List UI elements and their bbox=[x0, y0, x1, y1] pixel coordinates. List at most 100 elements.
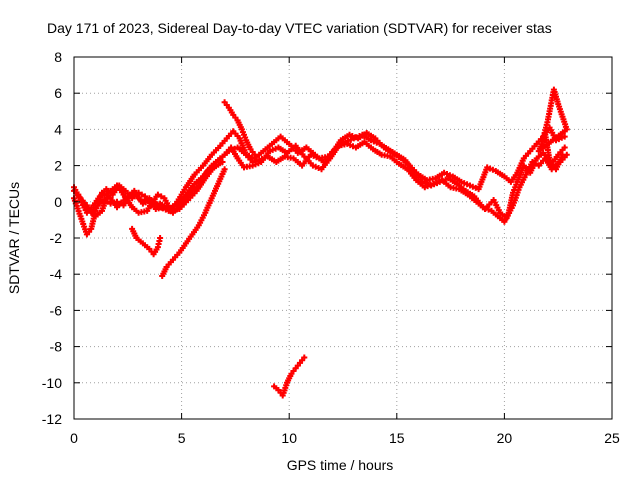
data-point bbox=[423, 185, 427, 189]
data-point bbox=[244, 138, 248, 142]
y-tick-label: 4 bbox=[54, 121, 62, 137]
data-point bbox=[197, 223, 201, 227]
data-point bbox=[320, 167, 323, 171]
data-point bbox=[459, 180, 463, 184]
data-markers bbox=[129, 225, 164, 258]
data-point bbox=[268, 149, 272, 153]
data-point bbox=[289, 372, 293, 376]
data-point bbox=[371, 147, 375, 151]
data-point bbox=[530, 160, 534, 164]
data-series-trace-2 bbox=[71, 124, 568, 216]
data-point bbox=[227, 106, 231, 110]
data-point bbox=[556, 153, 560, 157]
data-point bbox=[210, 153, 214, 157]
data-point bbox=[212, 165, 216, 169]
data-point bbox=[515, 180, 519, 184]
data-point bbox=[229, 146, 233, 149]
data-point bbox=[537, 164, 541, 168]
data-point bbox=[313, 153, 317, 157]
y-tick-label: -10 bbox=[42, 375, 62, 391]
data-point bbox=[550, 167, 554, 171]
x-tick-label: 15 bbox=[389, 430, 405, 446]
data-point bbox=[543, 156, 547, 160]
data-series-late-spike bbox=[535, 86, 570, 173]
data-series-rise-left bbox=[159, 166, 228, 279]
data-point bbox=[490, 209, 493, 213]
data-point bbox=[244, 153, 248, 157]
data-point bbox=[505, 216, 509, 220]
data-point bbox=[91, 203, 95, 207]
data-series-trace-3 bbox=[75, 139, 570, 222]
data-point bbox=[283, 155, 287, 159]
data-point bbox=[137, 211, 141, 215]
data-point bbox=[292, 156, 295, 160]
data-point bbox=[356, 136, 360, 140]
data-point bbox=[100, 209, 104, 213]
data-point bbox=[552, 88, 556, 92]
data-point bbox=[221, 160, 224, 164]
data-series-trace-4 bbox=[71, 159, 226, 220]
data-point bbox=[218, 144, 222, 148]
y-tick-label: -8 bbox=[50, 339, 63, 355]
data-point bbox=[363, 140, 366, 144]
data-point bbox=[152, 252, 156, 256]
data-point bbox=[104, 187, 108, 191]
data-point bbox=[79, 196, 82, 200]
data-point bbox=[177, 207, 181, 211]
data-point bbox=[162, 196, 166, 200]
y-tick-label: -6 bbox=[50, 302, 63, 318]
data-point bbox=[231, 113, 235, 117]
data-point bbox=[270, 142, 274, 146]
y-tick-label: 6 bbox=[54, 85, 62, 101]
data-point bbox=[535, 142, 539, 146]
y-tick-label: -4 bbox=[50, 266, 63, 282]
data-point bbox=[380, 153, 384, 157]
data-point bbox=[408, 164, 412, 168]
data-point bbox=[485, 165, 489, 169]
data-point bbox=[223, 100, 227, 104]
data-point bbox=[554, 167, 558, 171]
data-point bbox=[279, 135, 283, 139]
data-point bbox=[85, 203, 89, 207]
data-point bbox=[348, 133, 351, 137]
data-point bbox=[451, 175, 455, 178]
data-point bbox=[345, 142, 349, 146]
y-tick-label: -12 bbox=[42, 411, 62, 427]
data-point bbox=[528, 149, 532, 153]
data-point bbox=[406, 167, 410, 171]
data-point bbox=[238, 136, 242, 140]
data-point bbox=[259, 160, 263, 164]
x-tick-label: 0 bbox=[70, 430, 78, 446]
data-point bbox=[524, 173, 528, 177]
data-point bbox=[154, 207, 158, 211]
ticks-layer: 0 5 10 15 20 25 -12 -10 -8 -6 -4 -2 0 2 4 6 8 bbox=[42, 49, 620, 446]
data-point bbox=[511, 191, 515, 195]
grid-layer bbox=[74, 57, 612, 419]
data-point bbox=[365, 131, 369, 135]
data-point bbox=[122, 203, 125, 207]
data-point bbox=[287, 142, 291, 146]
data-point bbox=[137, 191, 141, 195]
data-point bbox=[128, 193, 132, 197]
data-point bbox=[565, 127, 569, 131]
data-series-arc-high bbox=[221, 99, 258, 158]
chart-title: Day 171 of 2023, Sidereal Day-to-day VTE… bbox=[47, 20, 552, 36]
data-point bbox=[115, 205, 119, 209]
data-point bbox=[388, 155, 392, 159]
data-point bbox=[300, 164, 304, 168]
data-point bbox=[236, 146, 240, 149]
data-point bbox=[502, 220, 506, 224]
data-point bbox=[240, 127, 244, 131]
data-point bbox=[477, 187, 481, 191]
data-point bbox=[543, 133, 547, 137]
data-point bbox=[216, 182, 220, 186]
data-point bbox=[492, 198, 496, 202]
data-point bbox=[434, 176, 437, 180]
data-point bbox=[550, 98, 554, 102]
data-point bbox=[483, 207, 487, 211]
data-point bbox=[165, 265, 168, 269]
data-point bbox=[115, 200, 119, 204]
data-point bbox=[145, 209, 149, 213]
data-point bbox=[382, 146, 386, 149]
